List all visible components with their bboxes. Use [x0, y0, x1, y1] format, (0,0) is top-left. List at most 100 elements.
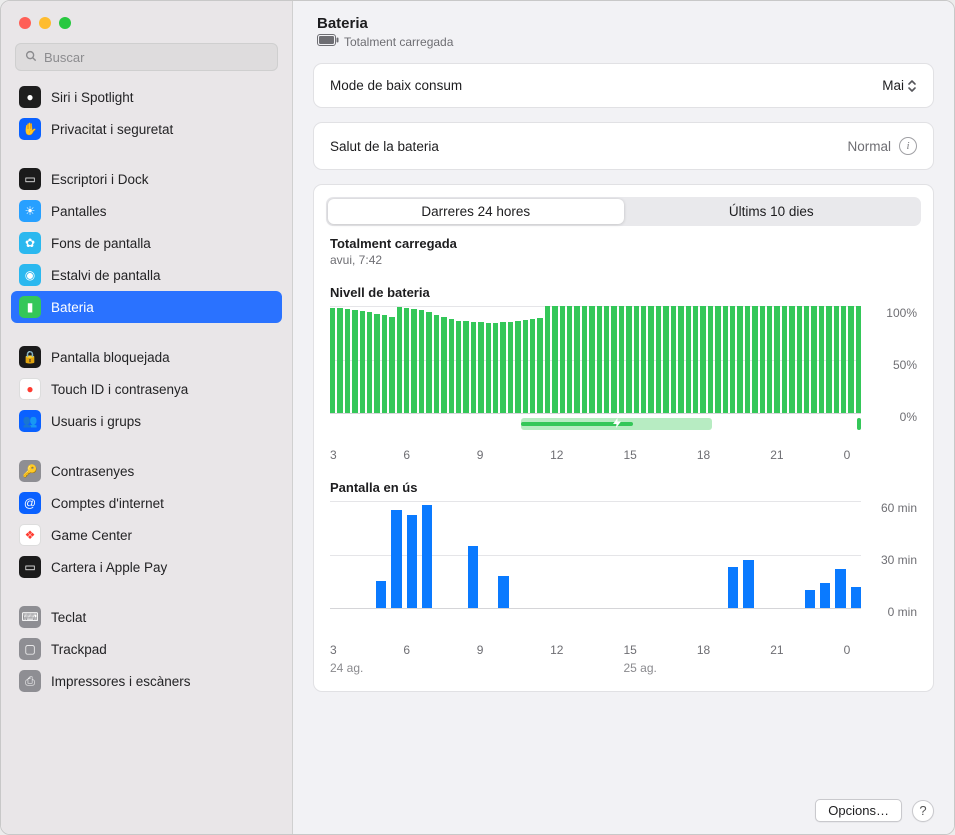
- sidebar-item[interactable]: ☀Pantalles: [11, 195, 282, 227]
- screen-on-bar: [728, 567, 738, 608]
- battery-bar: [352, 310, 357, 413]
- sidebar-item-label: Escriptori i Dock: [51, 172, 149, 187]
- main-header: Bateria Totalment carregada: [293, 1, 954, 63]
- battery-bar: [789, 306, 794, 413]
- battery-bar: [478, 322, 483, 413]
- battery-bar: [611, 306, 616, 413]
- battery-bar: [767, 306, 772, 413]
- sidebar-item[interactable]: ●Siri i Spotlight: [11, 81, 282, 113]
- charging-indicator: [521, 418, 712, 430]
- battery-bar: [723, 306, 728, 413]
- screen-on-chart: 60 min30 min0 min: [330, 501, 917, 619]
- sidebar-item[interactable]: ◉Estalvi de pantalla: [11, 259, 282, 291]
- battery-bar: [737, 306, 742, 413]
- sidebar-item-icon: ✋: [19, 118, 41, 140]
- help-button[interactable]: ?: [912, 800, 934, 822]
- battery-status-text: Totalment carregada: [344, 35, 453, 49]
- info-button[interactable]: i: [899, 137, 917, 155]
- battery-bar: [523, 320, 528, 413]
- battery-bar: [700, 306, 705, 413]
- screen-on-bar: [805, 590, 815, 608]
- close-button[interactable]: [19, 17, 31, 29]
- battery-bar: [826, 306, 831, 413]
- tab-10d[interactable]: Últims 10 dies: [624, 199, 920, 224]
- battery-bar: [545, 306, 550, 413]
- screen-on-bar: [835, 569, 845, 608]
- battery-bar: [671, 306, 676, 413]
- battery-bar: [641, 306, 646, 413]
- sidebar-item-label: Trackpad: [51, 642, 107, 657]
- screen-on-bar: [743, 560, 753, 608]
- sidebar-item[interactable]: ●Touch ID i contrasenya: [11, 373, 282, 405]
- sidebar-item[interactable]: ⎙Impressores i escàners: [11, 665, 282, 697]
- sidebar-item[interactable]: ✿Fons de pantalla: [11, 227, 282, 259]
- battery-bar: [848, 306, 853, 413]
- screen-on-bar: [820, 583, 830, 608]
- footer: Opcions… ?: [293, 791, 954, 834]
- battery-bar: [745, 306, 750, 413]
- sidebar-item[interactable]: ▢Trackpad: [11, 633, 282, 665]
- minimize-button[interactable]: [39, 17, 51, 29]
- battery-bar: [463, 321, 468, 413]
- sidebar-item-icon: ▭: [19, 168, 41, 190]
- battery-bar: [774, 306, 779, 413]
- battery-bar: [686, 306, 691, 413]
- search-field[interactable]: [15, 43, 278, 71]
- sidebar-item[interactable]: ▭ Escriptori i Dock: [11, 163, 282, 195]
- battery-bar: [678, 306, 683, 413]
- battery-bar: [337, 308, 342, 413]
- sidebar-item[interactable]: ▭ Cartera i Apple Pay: [11, 551, 282, 583]
- battery-bar: [404, 308, 409, 413]
- sidebar-item-icon: ⎙: [19, 670, 41, 692]
- battery-level-chart: 100%50%0%: [330, 306, 917, 424]
- battery-bar: [597, 306, 602, 413]
- sidebar-item[interactable]: 👥Usuaris i grups: [11, 405, 282, 437]
- battery-bar: [715, 306, 720, 413]
- battery-health-card: Salut de la bateria Normal i: [313, 122, 934, 170]
- zoom-button[interactable]: [59, 17, 71, 29]
- battery-bar: [567, 306, 572, 413]
- battery-bar: [508, 322, 513, 413]
- sidebar-item-label: Cartera i Apple Pay: [51, 560, 167, 575]
- battery-status-icon: [317, 34, 339, 49]
- sidebar-item[interactable]: ⌨Teclat: [11, 601, 282, 633]
- battery-bar: [693, 306, 698, 413]
- screen-on-bar: [376, 581, 386, 608]
- battery-health-label: Salut de la bateria: [330, 139, 439, 154]
- battery-bar: [834, 306, 839, 413]
- sidebar-item[interactable]: ✋ Privacitat i seguretat: [11, 113, 282, 145]
- sidebar-item[interactable]: ❖Game Center: [11, 519, 282, 551]
- options-button[interactable]: Opcions…: [815, 799, 902, 822]
- battery-bar: [574, 306, 579, 413]
- battery-bar: [471, 322, 476, 413]
- sidebar-item-label: Privacitat i seguretat: [51, 122, 173, 137]
- battery-bar: [619, 306, 624, 413]
- sidebar-item[interactable]: 🔒Pantalla bloquejada: [11, 341, 282, 373]
- sidebar-item-icon: ☀: [19, 200, 41, 222]
- low-power-popup[interactable]: Mai: [882, 78, 917, 93]
- battery-bar: [449, 319, 454, 413]
- screen-on-xaxis: 369121518210: [330, 643, 917, 657]
- sidebar-item-label: Usuaris i grups: [51, 414, 141, 429]
- battery-bar: [604, 306, 609, 413]
- window-controls: [1, 1, 292, 43]
- search-input[interactable]: [44, 50, 269, 65]
- page-title: Bateria: [317, 15, 930, 32]
- sidebar-item[interactable]: @Comptes d'internet: [11, 487, 282, 519]
- sidebar-item-label: Siri i Spotlight: [51, 90, 134, 105]
- sidebar-item[interactable]: ▮Bateria: [11, 291, 282, 323]
- sidebar-item[interactable]: 🔑Contrasenyes: [11, 455, 282, 487]
- bolt-icon: [611, 417, 623, 432]
- battery-bar: [434, 315, 439, 413]
- screen-on-bar: [468, 546, 478, 608]
- battery-bar: [582, 306, 587, 413]
- battery-bar: [441, 317, 446, 413]
- battery-bar: [360, 311, 365, 413]
- battery-bar: [456, 321, 461, 413]
- sidebar-item-icon: ▭: [19, 556, 41, 578]
- main-panel: Bateria Totalment carregada Mode de baix…: [293, 1, 954, 834]
- tab-24h[interactable]: Darreres 24 hores: [328, 199, 624, 224]
- battery-bar: [367, 312, 372, 413]
- sidebar: ●Siri i Spotlight ✋ Privacitat i seguretat…: [1, 1, 293, 834]
- settings-window: ●Siri i Spotlight ✋ Privacitat i seguretat…: [0, 0, 955, 835]
